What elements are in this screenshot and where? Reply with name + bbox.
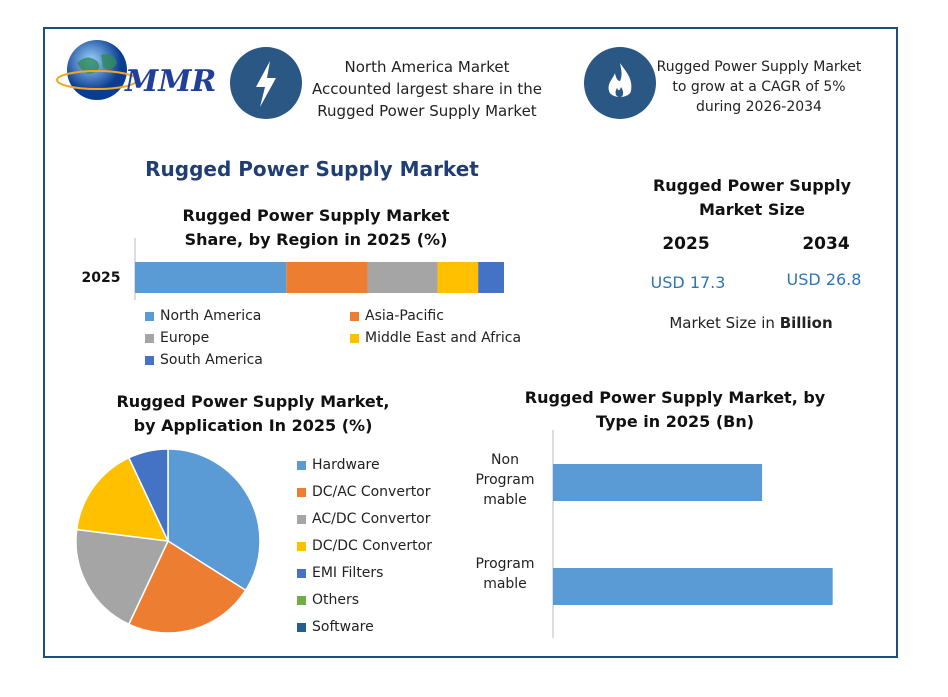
bar-segment — [437, 262, 479, 293]
globe-land — [77, 54, 117, 74]
legend-swatch — [297, 460, 306, 470]
icon-flame — [584, 47, 656, 119]
legend-swatch — [297, 514, 306, 524]
logo-text: MMR — [124, 64, 215, 99]
bar — [553, 464, 763, 501]
stacked-bar-chart: 2025 — [82, 238, 504, 300]
bar-segment — [478, 262, 504, 293]
orbit — [56, 70, 138, 90]
legend-label: Software — [312, 619, 374, 635]
legend-item: Software — [297, 616, 432, 638]
chart-title: Rugged Power Supply Market, by Type in 2… — [524, 388, 826, 431]
year: 2025 — [662, 234, 710, 254]
legend-swatch — [145, 355, 154, 365]
legend-label: Asia-Pacific — [365, 308, 444, 324]
pie-slice — [127, 539, 247, 634]
size-title: Rugged Power Supply Market Size — [652, 176, 852, 219]
bar-chart: Non Programmable Programmable — [475, 430, 833, 638]
legend-label: EMI Filters — [312, 565, 384, 581]
legend-label: Others — [312, 592, 360, 608]
legend-swatch — [350, 311, 359, 321]
highlight: Rugged Power Supply Market to grow at a … — [656, 59, 862, 115]
size-value: USD 26.8 — [786, 270, 862, 289]
chart-title: Rugged Power Supply Market, by Applicati… — [116, 392, 390, 435]
main-title: Rugged Power Supply Market — [145, 157, 479, 181]
bar-segment — [286, 262, 368, 293]
bar-segment — [367, 262, 438, 293]
legend-swatch — [297, 595, 306, 605]
legend-label: AC/DC Convertor — [312, 511, 431, 527]
highlight: North America Market Accounted largest s… — [312, 58, 542, 120]
pie-slice — [75, 528, 170, 626]
category-label: 2025 — [82, 270, 121, 286]
logo: MMR — [56, 40, 215, 100]
category-label-box: Programmable — [475, 556, 535, 592]
note-unit: Billion — [779, 314, 833, 332]
legend: North America Asia-Pacific Europe Middle Ea… — [145, 305, 550, 371]
legend-swatch — [297, 541, 306, 551]
legend-swatch — [145, 311, 154, 321]
legend-label: DC/DC Convertor — [312, 538, 432, 554]
legend-item: DC/AC Convertor — [297, 481, 432, 503]
year: 2034 — [802, 234, 850, 254]
chart-title: Rugged Power Supply Market Share, by Reg… — [182, 206, 450, 249]
legend-item: EMI Filters — [297, 562, 432, 584]
legend-label: North America — [160, 308, 262, 324]
bar — [553, 568, 833, 605]
legend-swatch — [297, 622, 306, 632]
icon-bolt — [230, 47, 302, 119]
legend-item: North America — [145, 305, 350, 327]
legend-item: DC/DC Convertor — [297, 535, 432, 557]
legend-label: South America — [160, 352, 263, 368]
legend-label: DC/AC Convertor — [312, 484, 431, 500]
bar-segment — [135, 262, 287, 293]
legend-item: Asia-Pacific — [350, 305, 550, 327]
frame — [43, 27, 898, 658]
pie-slice — [75, 456, 170, 542]
legend-swatch — [297, 568, 306, 578]
bolt — [256, 61, 276, 107]
note-text: Market Size in — [669, 314, 775, 332]
size-note: Market Size in Billion — [641, 314, 861, 332]
category-label: Non Programmable — [475, 452, 535, 508]
legend-swatch — [297, 487, 306, 497]
legend-swatch — [350, 333, 359, 343]
category-label-box: Non Programmable — [475, 452, 535, 508]
size-value: USD 17.3 — [650, 273, 726, 292]
legend-item: AC/DC Convertor — [297, 508, 432, 530]
legend-label: Europe — [160, 330, 210, 346]
flame — [608, 63, 632, 97]
legend: Hardware DC/AC Convertor AC/DC Convertor DC… — [297, 454, 432, 638]
pie-slice — [127, 448, 169, 542]
legend-label: Middle East and Africa — [365, 330, 522, 346]
legend-swatch — [145, 333, 154, 343]
pie-chart — [75, 448, 261, 634]
legend-item: South America — [145, 349, 350, 371]
legend-item: Europe — [145, 327, 350, 349]
legend-item: Others — [297, 589, 432, 611]
category-label: Programmable — [475, 556, 535, 592]
legend-item: Hardware — [297, 454, 432, 476]
legend-item: Middle East and Africa — [350, 327, 550, 349]
legend-label: Hardware — [312, 457, 380, 473]
